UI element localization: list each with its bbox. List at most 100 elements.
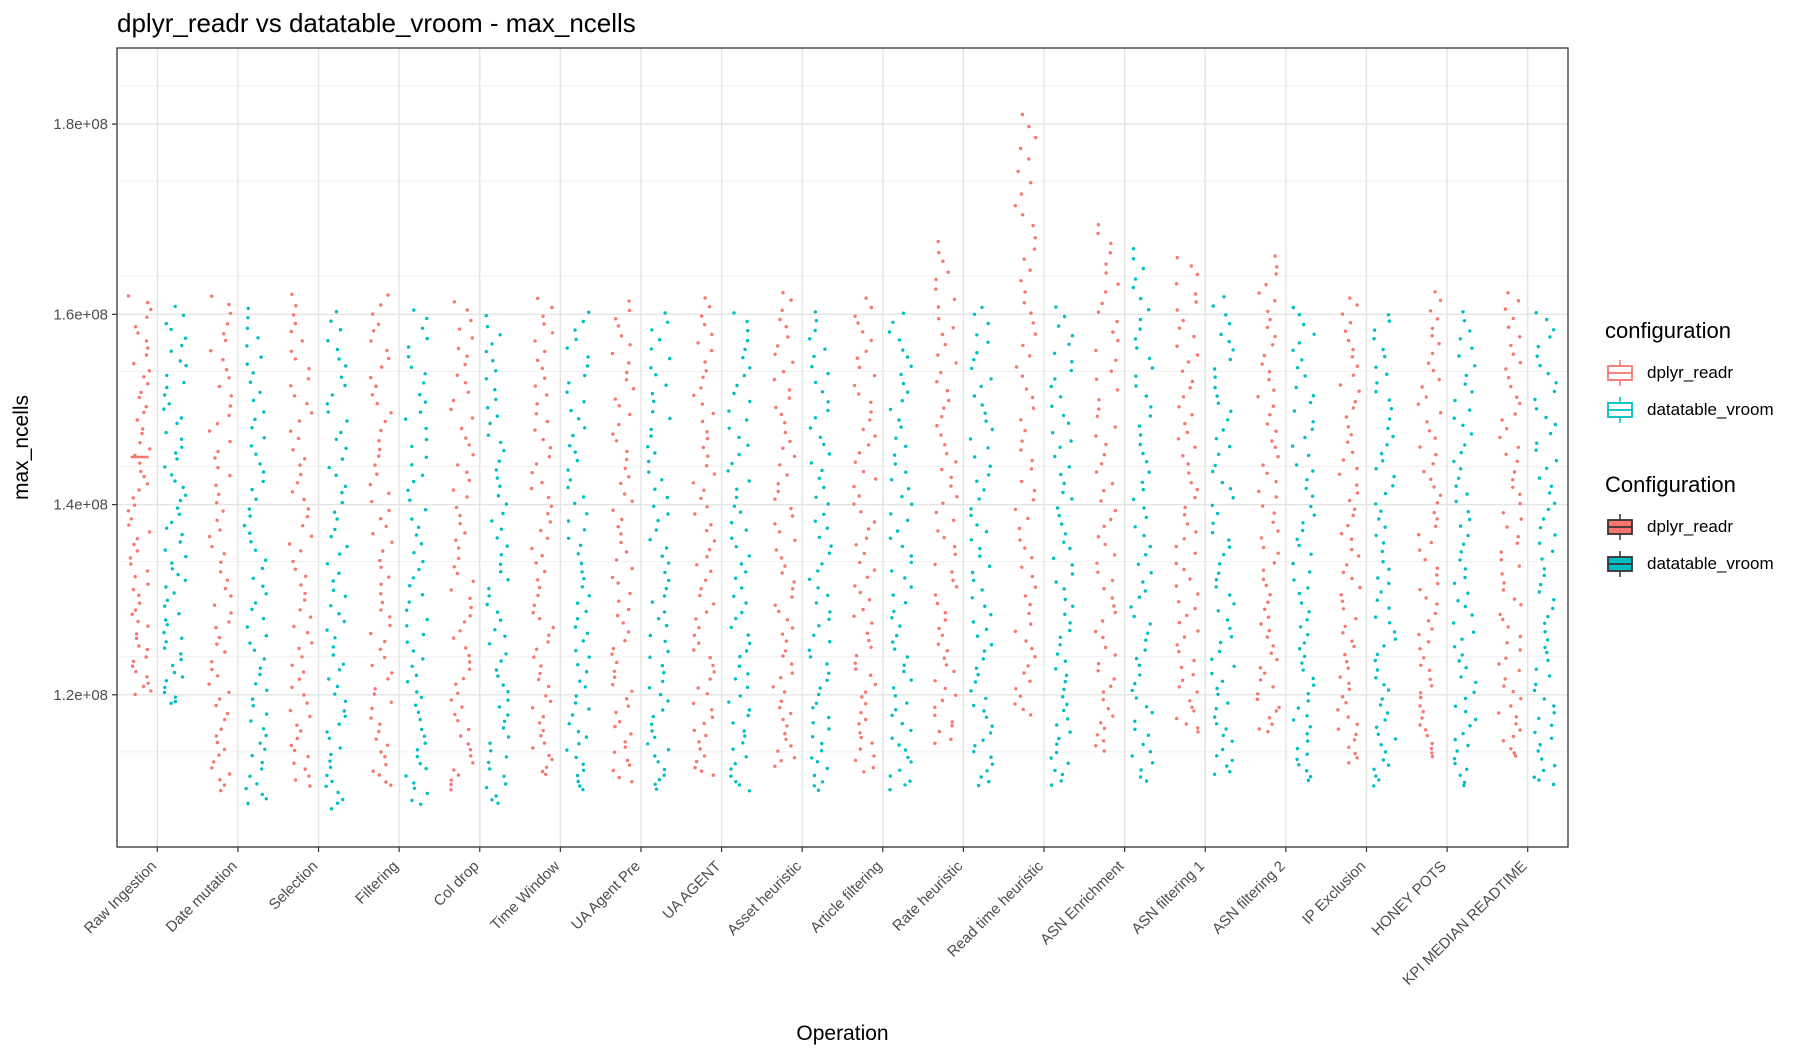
data-point-dplyr-readr <box>132 542 136 547</box>
data-point-dplyr-readr <box>468 614 472 618</box>
data-point-dplyr-readr <box>467 478 472 483</box>
data-point-datatable-vroom <box>1068 621 1072 625</box>
data-point-dplyr-readr <box>709 348 714 353</box>
data-point-dplyr-readr <box>129 517 133 521</box>
data-point-datatable-vroom <box>1452 757 1457 761</box>
data-point-datatable-vroom <box>260 792 264 797</box>
data-point-dplyr-readr <box>1030 458 1034 463</box>
data-point-dplyr-readr <box>224 338 228 343</box>
data-point-dplyr-readr <box>295 736 299 741</box>
data-point-datatable-vroom <box>1534 448 1538 452</box>
data-point-datatable-vroom <box>502 719 507 723</box>
data-point-datatable-vroom <box>891 593 895 597</box>
data-point-dplyr-readr <box>789 744 793 748</box>
data-point-dplyr-readr <box>387 508 391 513</box>
data-point-datatable-vroom <box>410 664 414 668</box>
data-point-dplyr-readr <box>459 734 463 738</box>
data-point-dplyr-readr <box>858 731 862 735</box>
data-point-dplyr-readr <box>1174 584 1179 588</box>
data-point-dplyr-readr <box>223 586 228 591</box>
data-point-dplyr-readr <box>384 763 388 767</box>
data-point-datatable-vroom <box>581 319 585 324</box>
data-point-dplyr-readr <box>307 774 311 778</box>
data-point-dplyr-readr <box>1430 754 1435 759</box>
data-point-dplyr-readr <box>542 322 546 326</box>
data-point-datatable-vroom <box>410 463 414 467</box>
data-point-dplyr-readr <box>456 773 461 777</box>
data-point-dplyr-readr <box>1519 696 1523 701</box>
data-point-dplyr-readr <box>1338 383 1343 387</box>
data-point-datatable-vroom <box>343 484 348 489</box>
data-point-datatable-vroom <box>1137 595 1142 599</box>
data-point-datatable-vroom <box>487 594 491 598</box>
data-point-dplyr-readr <box>858 747 862 751</box>
data-point-datatable-vroom <box>417 567 421 572</box>
data-point-dplyr-readr <box>1423 728 1428 732</box>
data-point-dplyr-readr <box>384 524 388 528</box>
data-point-datatable-vroom <box>1297 543 1301 548</box>
data-point-datatable-vroom <box>662 767 667 772</box>
data-point-datatable-vroom <box>1391 484 1395 488</box>
data-point-datatable-vroom <box>422 381 426 385</box>
data-point-dplyr-readr <box>310 411 314 415</box>
data-point-datatable-vroom <box>1465 767 1469 771</box>
data-point-dplyr-readr <box>1096 661 1101 666</box>
data-point-dplyr-readr <box>1033 332 1038 336</box>
data-point-dplyr-readr <box>297 646 301 651</box>
data-point-dplyr-readr <box>708 677 712 681</box>
data-point-datatable-vroom <box>1463 567 1468 571</box>
data-point-datatable-vroom <box>984 419 988 423</box>
data-point-datatable-vroom <box>660 663 665 668</box>
data-point-datatable-vroom <box>416 525 421 529</box>
data-point-dplyr-readr <box>1270 722 1274 726</box>
data-point-datatable-vroom <box>653 451 657 455</box>
data-point-datatable-vroom <box>1232 602 1236 606</box>
data-point-dplyr-readr <box>937 250 941 255</box>
data-point-dplyr-readr <box>547 633 551 637</box>
data-point-dplyr-readr <box>1189 264 1194 268</box>
data-point-dplyr-readr <box>630 566 634 571</box>
data-point-dplyr-readr <box>868 673 873 677</box>
data-point-datatable-vroom <box>1062 687 1066 692</box>
legend-title-configuration: configuration <box>1605 318 1731 343</box>
data-point-dplyr-readr <box>529 486 534 491</box>
data-point-dplyr-readr <box>1516 445 1521 449</box>
data-point-dplyr-readr <box>936 305 941 309</box>
data-point-datatable-vroom <box>1295 537 1299 541</box>
data-point-datatable-vroom <box>332 510 337 514</box>
data-point-datatable-vroom <box>662 671 666 675</box>
data-point-datatable-vroom <box>1553 533 1557 537</box>
data-point-dplyr-readr <box>869 305 874 310</box>
data-point-dplyr-readr <box>936 353 940 357</box>
data-point-datatable-vroom <box>811 706 815 710</box>
data-point-dplyr-readr <box>852 502 856 506</box>
data-point-dplyr-readr <box>1272 511 1276 515</box>
data-point-dplyr-readr <box>146 382 150 386</box>
data-point-datatable-vroom <box>890 616 894 620</box>
data-point-datatable-vroom <box>813 416 818 420</box>
data-point-datatable-vroom <box>1385 443 1389 447</box>
data-point-datatable-vroom <box>727 409 731 413</box>
data-point-dplyr-readr <box>1274 480 1278 484</box>
data-point-dplyr-readr <box>1030 556 1034 560</box>
data-point-dplyr-readr <box>207 534 212 539</box>
data-point-dplyr-readr <box>1426 640 1431 644</box>
data-point-datatable-vroom <box>1551 606 1555 611</box>
data-point-datatable-vroom <box>343 699 348 703</box>
data-point-dplyr-readr <box>369 631 373 636</box>
data-point-datatable-vroom <box>1068 546 1072 551</box>
data-point-datatable-vroom <box>909 678 913 682</box>
data-point-dplyr-readr <box>774 548 779 552</box>
data-point-dplyr-readr <box>1341 607 1346 611</box>
data-point-dplyr-readr <box>468 596 472 600</box>
data-point-datatable-vroom <box>583 685 587 689</box>
data-point-datatable-vroom <box>1217 571 1221 575</box>
data-point-dplyr-readr <box>376 322 381 326</box>
data-point-datatable-vroom <box>822 442 826 447</box>
data-point-dplyr-readr <box>1096 535 1101 539</box>
data-point-dplyr-readr <box>134 669 138 674</box>
data-point-datatable-vroom <box>1548 335 1552 339</box>
x-tick-label: Article filtering <box>807 858 886 937</box>
data-point-dplyr-readr <box>454 505 459 510</box>
data-point-datatable-vroom <box>980 403 984 407</box>
